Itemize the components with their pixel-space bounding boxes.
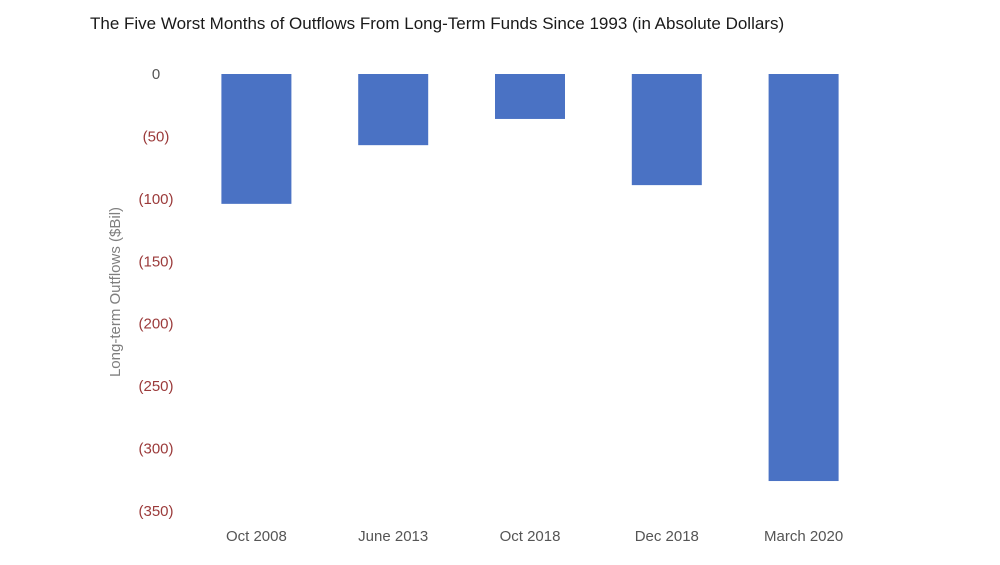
- y-axis-label: Long-term Outflows ($Bil): [107, 207, 124, 377]
- y-tick-label: (300): [138, 441, 173, 458]
- bar-june-2013: [358, 74, 429, 146]
- x-tick-label: Oct 2018: [500, 528, 561, 545]
- bar-oct-2018: [495, 74, 565, 119]
- y-tick-label: (200): [138, 316, 173, 333]
- y-axis-ticks: 0 (50) (100) (150) (200) (250) (300) (350): [138, 66, 173, 520]
- chart-title: The Five Worst Months of Outflows From L…: [90, 14, 785, 33]
- y-tick-label: (150): [138, 253, 173, 270]
- y-tick-label: (50): [143, 128, 170, 145]
- bar-march-2020: [768, 74, 839, 482]
- y-tick-label: 0: [152, 66, 160, 83]
- bar-dec-2018: [631, 74, 702, 186]
- bars-group: [221, 74, 839, 482]
- x-tick-label: Oct 2008: [226, 528, 287, 545]
- y-tick-label: (100): [138, 191, 173, 208]
- bar-oct-2008: [221, 74, 292, 204]
- x-tick-label: June 2013: [358, 528, 428, 545]
- x-tick-label: March 2020: [764, 528, 843, 545]
- y-tick-label: (350): [138, 503, 173, 520]
- y-tick-label: (250): [138, 378, 173, 395]
- x-tick-label: Dec 2018: [635, 528, 699, 545]
- x-axis-ticks: Oct 2008 June 2013 Oct 2018 Dec 2018 March 2…: [226, 528, 843, 545]
